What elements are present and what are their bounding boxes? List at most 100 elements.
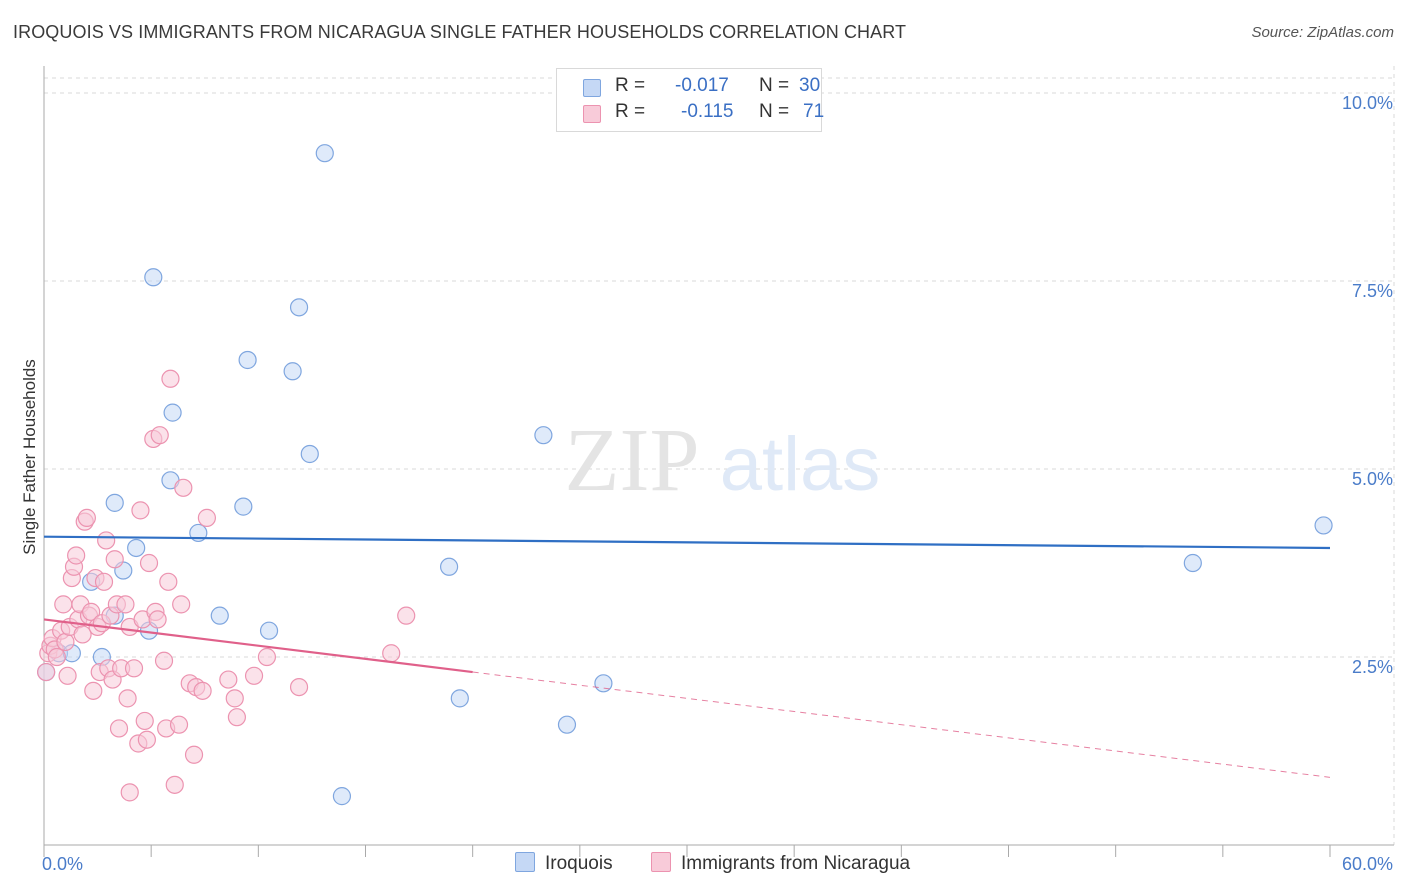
data-point-nicaragua (58, 666, 77, 685)
data-point-nicaragua (193, 681, 212, 700)
trend-line-iroquois (43, 535, 1331, 550)
data-point-nicaragua (94, 572, 114, 591)
data-point-nicaragua (54, 595, 73, 614)
data-point-iroquois (238, 350, 257, 370)
data-point-nicaragua (289, 677, 309, 697)
data-point-iroquois (163, 403, 182, 422)
data-point-nicaragua (73, 625, 92, 644)
data-point-nicaragua (219, 670, 238, 689)
stats-legend: R = -0.017 N = 30 R = -0.115 N = 71 (556, 68, 825, 132)
data-point-iroquois (1314, 516, 1333, 535)
data-point-iroquois (439, 557, 459, 576)
data-point-nicaragua (244, 666, 264, 685)
data-point-nicaragua (105, 550, 124, 569)
data-point-nicaragua (148, 610, 167, 629)
legend-r-label: R = (615, 75, 646, 96)
y-tick-label: 10.0% (1342, 93, 1393, 113)
legend-r-value: -0.017 (675, 75, 729, 96)
data-point-iroquois (557, 715, 577, 734)
data-point-nicaragua (82, 602, 101, 621)
data-point-nicaragua (84, 681, 103, 700)
x-tick-label: 0.0% (42, 854, 83, 874)
data-point-iroquois (234, 497, 253, 516)
data-point-nicaragua (382, 644, 401, 663)
legend-r-value: -0.115 (681, 101, 734, 122)
data-point-iroquois (534, 426, 553, 445)
trend-line-nicaragua (43, 618, 473, 674)
y-axis-label: Single Father Households (20, 359, 39, 555)
data-point-iroquois (259, 621, 279, 640)
axes (43, 66, 1394, 857)
chart-title: IROQUOIS VS IMMIGRANTS FROM NICARAGUA SI… (13, 22, 907, 42)
series-legend-label-iroquois: Iroquois (545, 853, 613, 874)
data-point-nicaragua (161, 369, 180, 388)
trend-lines (43, 535, 1331, 778)
series-legend-iroquois: Iroquois (515, 852, 613, 875)
data-point-nicaragua (172, 595, 191, 614)
trend-line-extrapolated-nicaragua (472, 671, 1331, 778)
data-point-nicaragua (169, 715, 189, 734)
watermark-zip: ZIP (565, 411, 700, 510)
legend-swatch-iroquois (583, 79, 601, 97)
data-point-iroquois (332, 787, 352, 806)
legend-n-label: N = (759, 101, 790, 122)
series-legend-swatch-iroquois (515, 852, 535, 872)
watermark-atlas: atlas (720, 422, 881, 507)
source-credit: Source: ZipAtlas.com (1251, 24, 1394, 41)
x-tick-labels: 0.0% 60.0% (42, 854, 1393, 874)
data-point-iroquois (594, 674, 613, 693)
data-point-nicaragua (174, 478, 193, 497)
data-point-nicaragua (165, 775, 184, 794)
data-point-nicaragua (137, 730, 156, 749)
data-point-nicaragua (56, 632, 75, 652)
data-point-nicaragua (120, 783, 139, 802)
data-point-nicaragua (47, 647, 66, 667)
data-point-iroquois (289, 298, 309, 317)
series-legend-nicaragua: Immigrants from Nicaragua (651, 852, 910, 875)
x-tick-label: 60.0% (1342, 854, 1393, 874)
data-point-nicaragua (257, 647, 277, 667)
data-point-nicaragua (397, 606, 416, 625)
data-point-iroquois (300, 444, 319, 464)
data-point-nicaragua (67, 546, 86, 565)
data-point-nicaragua (118, 689, 137, 708)
y-tick-labels: 2.5% 5.0% 7.5% 10.0% (1342, 93, 1393, 677)
data-point-nicaragua (197, 508, 216, 527)
data-point-iroquois (315, 144, 334, 163)
y-tick-label: 2.5% (1352, 657, 1393, 677)
watermark: ZIP atlas (565, 411, 881, 510)
y-tick-label: 5.0% (1352, 469, 1393, 489)
series-legend-label-nicaragua: Immigrants from Nicaragua (681, 853, 911, 874)
data-point-nicaragua (116, 595, 135, 614)
data-point-nicaragua (159, 572, 178, 591)
legend-n-value: 30 (799, 75, 821, 96)
series-nicaragua-points (37, 369, 416, 802)
legend-r-label: R = (615, 101, 646, 122)
data-point-nicaragua (225, 689, 244, 708)
data-point-nicaragua (150, 426, 169, 445)
data-point-nicaragua (109, 719, 129, 738)
data-point-iroquois (144, 268, 163, 287)
y-tick-label: 7.5% (1352, 281, 1393, 301)
data-point-nicaragua (97, 531, 116, 550)
legend-swatch-nicaragua (583, 105, 601, 123)
data-point-iroquois (127, 538, 146, 558)
data-point-nicaragua (124, 659, 144, 678)
data-point-iroquois (210, 606, 229, 625)
data-point-iroquois (450, 689, 469, 708)
data-point-iroquois (1183, 553, 1202, 573)
data-point-nicaragua (184, 745, 204, 764)
data-point-iroquois (283, 362, 302, 381)
data-point-nicaragua (139, 553, 159, 573)
series-legend-swatch-nicaragua (651, 852, 671, 872)
data-point-iroquois (105, 493, 124, 512)
data-point-nicaragua (135, 711, 154, 731)
data-point-nicaragua (37, 662, 56, 682)
data-point-nicaragua (227, 708, 246, 727)
legend-n-label: N = (759, 75, 790, 96)
data-point-nicaragua (77, 508, 96, 527)
data-point-nicaragua (154, 651, 174, 670)
data-point-nicaragua (131, 501, 150, 520)
legend-n-value: 71 (803, 101, 825, 122)
